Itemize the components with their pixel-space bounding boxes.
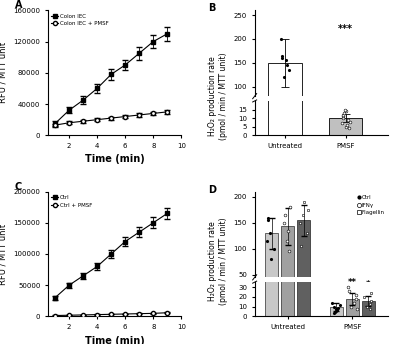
Text: H₂O₂ production rate
(pmol / min / MTT unit): H₂O₂ production rate (pmol / min / MTT u… — [208, 53, 228, 140]
Text: H₂O₂ production rate
(pmol / min / MTT unit): H₂O₂ production rate (pmol / min / MTT u… — [208, 218, 228, 305]
Y-axis label: RFU / MTT unit: RFU / MTT unit — [0, 42, 8, 103]
Bar — [329, 130, 362, 134]
Bar — [268, 63, 302, 134]
Text: D: D — [208, 185, 216, 195]
Bar — [265, 233, 278, 301]
Bar — [362, 301, 375, 316]
Text: *: * — [366, 280, 371, 289]
Text: **: ** — [348, 278, 357, 287]
Bar — [346, 291, 359, 301]
Bar — [265, 189, 278, 316]
Bar — [281, 226, 294, 301]
Text: A: A — [15, 0, 22, 10]
Text: C: C — [15, 182, 22, 192]
Bar — [268, 0, 302, 135]
Text: B: B — [208, 3, 215, 13]
Legend: Ctrl, Ctrl + PMSF: Ctrl, Ctrl + PMSF — [51, 194, 92, 208]
Bar — [330, 307, 343, 316]
Bar — [297, 164, 310, 316]
Bar — [346, 299, 359, 316]
Bar — [329, 118, 362, 135]
Legend: Colon IEC, Colon IEC + PMSF: Colon IEC, Colon IEC + PMSF — [51, 13, 109, 27]
Legend: Ctrl, IFNγ, Flagellin: Ctrl, IFNγ, Flagellin — [357, 194, 385, 216]
Bar — [297, 220, 310, 301]
X-axis label: Time (min): Time (min) — [85, 336, 144, 344]
Bar — [362, 292, 375, 301]
X-axis label: Time (min): Time (min) — [85, 154, 144, 164]
Y-axis label: RFU / MTT unit: RFU / MTT unit — [0, 224, 8, 284]
Bar — [330, 295, 343, 301]
Bar — [281, 176, 294, 316]
Text: ***: *** — [338, 24, 353, 34]
